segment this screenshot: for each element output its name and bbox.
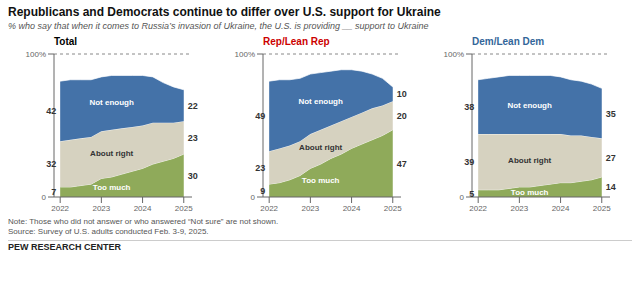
svg-text:Not enough: Not enough [298, 97, 343, 106]
svg-text:Too much: Too much [511, 188, 549, 197]
svg-text:39: 39 [464, 157, 474, 167]
svg-text:30: 30 [188, 171, 198, 181]
svg-text:47: 47 [397, 159, 407, 169]
svg-text:32: 32 [46, 159, 56, 169]
svg-text:Too much: Too much [302, 176, 340, 185]
svg-text:14: 14 [606, 182, 616, 192]
svg-text:100%: 100% [26, 50, 46, 59]
svg-text:0: 0 [251, 193, 256, 202]
svg-text:23: 23 [188, 133, 198, 143]
svg-text:49: 49 [255, 111, 265, 121]
svg-text:2022: 2022 [469, 204, 487, 213]
svg-text:42: 42 [46, 106, 56, 116]
html-text:Total: Total [54, 36, 78, 47]
svg-text:2025: 2025 [175, 204, 193, 213]
svg-text:23: 23 [255, 163, 265, 173]
svg-text:7: 7 [51, 187, 56, 197]
svg-text:5: 5 [469, 189, 474, 199]
html-text:Republicans and Democrats cont: Republicans and Democrats continue to di… [8, 5, 441, 19]
svg-text:Not enough: Not enough [89, 98, 134, 107]
svg-text:20: 20 [397, 111, 407, 121]
svg-text:27: 27 [606, 153, 616, 163]
svg-text:Too much: Too much [93, 183, 131, 192]
html-text:PEW RESEARCH CENTER: PEW RESEARCH CENTER [8, 242, 121, 252]
html-text:Dem/Lean Dem: Dem/Lean Dem [472, 36, 545, 47]
svg-text:2023: 2023 [92, 204, 110, 213]
svg-text:2023: 2023 [510, 204, 528, 213]
svg-text:2023: 2023 [301, 204, 319, 213]
svg-text:100%: 100% [444, 50, 464, 59]
svg-text:9: 9 [260, 186, 265, 196]
svg-text:38: 38 [464, 102, 474, 112]
svg-text:2024: 2024 [343, 204, 361, 213]
html-text:Note: Those who did not answer: Note: Those who did not answer or who an… [8, 217, 279, 226]
svg-text:2025: 2025 [384, 204, 402, 213]
svg-text:About right: About right [508, 156, 551, 165]
svg-text:2022: 2022 [260, 204, 278, 213]
svg-text:2024: 2024 [134, 204, 152, 213]
svg-text:2024: 2024 [552, 204, 570, 213]
svg-text:2025: 2025 [593, 204, 611, 213]
svg-text:0: 0 [42, 193, 47, 202]
svg-text:About right: About right [299, 143, 342, 152]
svg-text:0: 0 [460, 193, 465, 202]
svg-text:2022: 2022 [51, 204, 69, 213]
svg-text:100%: 100% [235, 50, 255, 59]
html-text:% who say that when it comes t: % who say that when it comes to Russia’s… [8, 21, 429, 31]
html-text:Source: Survey of U.S. adults: Source: Survey of U.S. adults conducted … [8, 227, 209, 236]
svg-text:Not enough: Not enough [507, 101, 552, 110]
svg-text:35: 35 [606, 109, 616, 119]
svg-text:About right: About right [90, 149, 133, 158]
svg-text:22: 22 [188, 101, 198, 111]
html-text:Rep/Lean Rep: Rep/Lean Rep [263, 36, 330, 47]
svg-text:10: 10 [397, 89, 407, 99]
